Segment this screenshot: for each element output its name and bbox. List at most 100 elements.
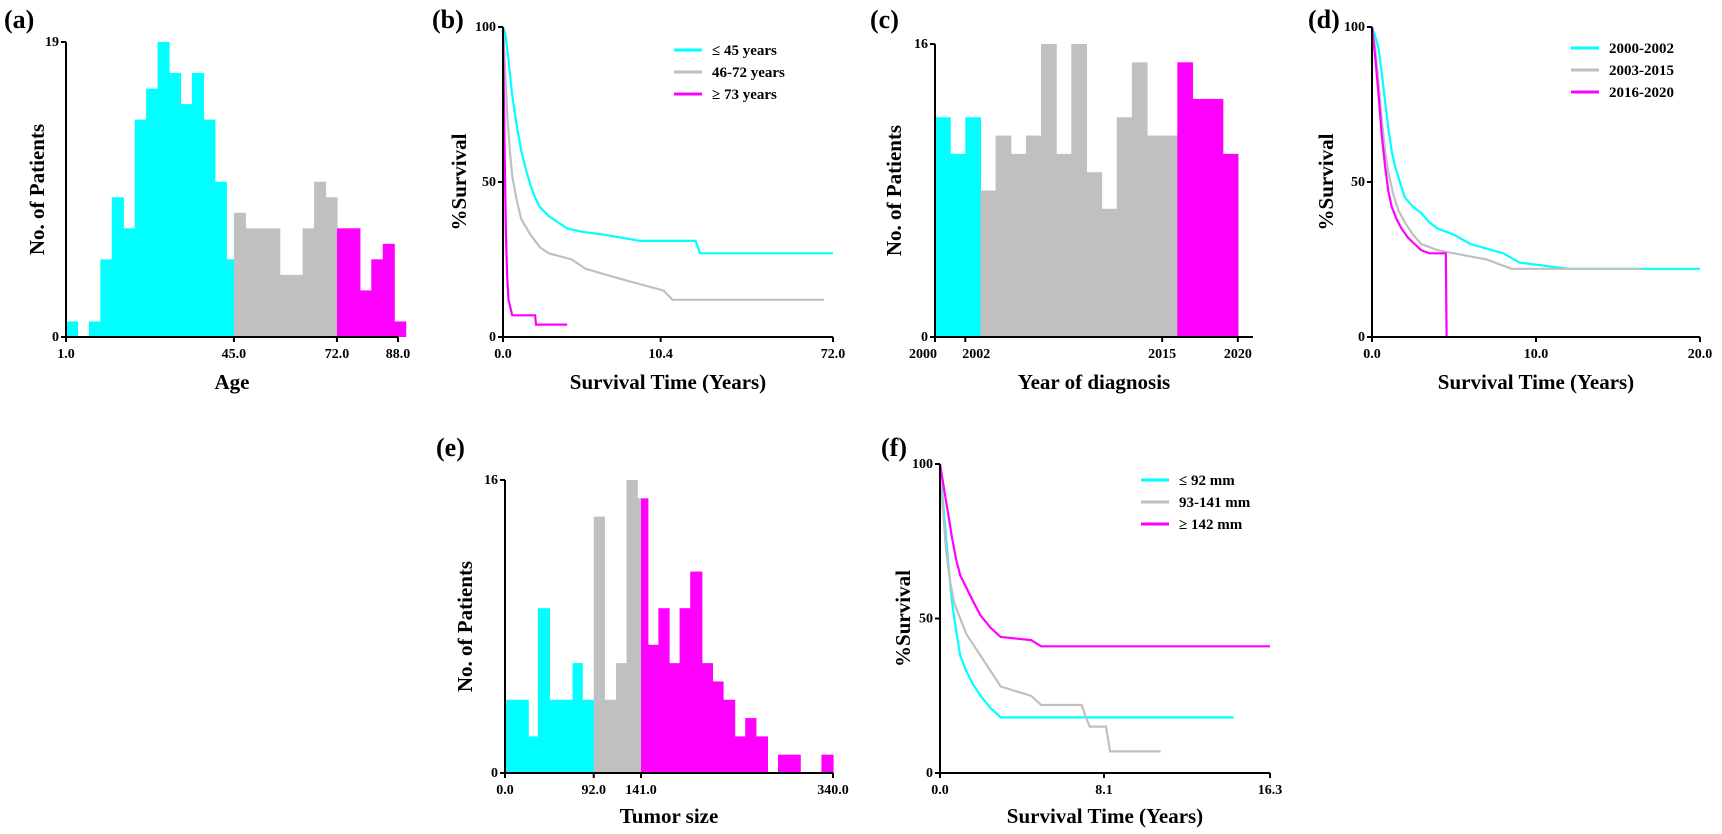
histogram-bar	[669, 663, 681, 773]
histogram-bar	[359, 290, 372, 337]
histogram-bar	[505, 699, 529, 773]
x-tick-label: 10.0	[1524, 347, 1549, 362]
x-axis-title: Year of diagnosis	[1018, 370, 1170, 394]
histogram-bar	[658, 608, 670, 773]
histogram-bar	[1147, 135, 1178, 337]
x-tick-label: 72.0	[325, 347, 350, 362]
histogram-bar	[66, 321, 79, 337]
x-tick-label: 8.1	[1095, 783, 1113, 798]
histogram-bar	[572, 663, 583, 773]
histogram-bar	[1041, 44, 1057, 337]
panel-label: (c)	[870, 5, 899, 34]
histogram-bar	[169, 73, 182, 337]
panel-a: (a) 0 19 1.0 45.0 72.0 88.0 Age No. of Patients	[4, 5, 410, 394]
y-tick-label: 0	[926, 766, 933, 781]
y-tick-label: 50	[1351, 175, 1365, 190]
legend-label: 2003-2015	[1609, 63, 1674, 79]
panel-label: (a)	[4, 5, 34, 34]
histogram-bar	[214, 181, 227, 337]
y-tick-label: 0	[921, 330, 928, 345]
histogram-bar	[679, 608, 691, 773]
panel-b: (b) ≤ 45 years 46-72 years ≥ 73 years 0 50 100…	[432, 5, 845, 394]
panel-label: (b)	[432, 5, 464, 34]
x-tick-label: 0.0	[931, 783, 949, 798]
y-tick-label: 0	[491, 766, 498, 781]
y-tick-label: 100	[475, 20, 496, 35]
histogram-bar	[537, 608, 550, 773]
legend-label: 2000-2002	[1609, 41, 1674, 57]
histogram-bar	[935, 117, 951, 337]
y-tick-label: 0	[52, 330, 59, 345]
x-tick-label: 0.0	[496, 783, 514, 798]
x-tick-label: 45.0	[222, 347, 247, 362]
y-tick-label: 100	[912, 457, 933, 472]
x-tick-label: 16.3	[1258, 783, 1283, 798]
y-tick-label: 0	[489, 330, 496, 345]
x-tick-label: 141.0	[625, 783, 657, 798]
panel-label: (e)	[436, 433, 465, 462]
histogram-bar	[965, 117, 982, 337]
histogram-bar	[1116, 117, 1133, 337]
histogram-bar	[1086, 172, 1103, 337]
histogram-bar	[995, 135, 1012, 337]
histogram-bar	[1056, 153, 1072, 337]
histogram-bar	[647, 644, 659, 773]
histogram-bar	[233, 212, 246, 337]
histogram-bar	[950, 153, 966, 337]
panel-f: (f) ≤ 92 mm 93-141 mm ≥ 142 mm 0 50 100 0.0 8.1 1…	[881, 433, 1282, 828]
x-tick-label: 2020	[1224, 347, 1252, 362]
histogram-bar	[528, 736, 539, 773]
y-tick-label: 50	[482, 175, 496, 190]
panel-d: (d) 2000-2002 2003-2015 2016-2020 0 50 100 0.0 1…	[1308, 5, 1712, 394]
histogram-bar	[723, 699, 736, 773]
histogram-bar	[701, 663, 714, 773]
y-tick-label: 19	[45, 35, 59, 50]
survival-curve-3	[1370, 26, 1448, 338]
panel-label: (d)	[1308, 5, 1340, 34]
x-tick-label: 10.4	[648, 347, 673, 362]
histogram-bar	[123, 228, 136, 337]
survival-curve-3	[938, 463, 1270, 648]
histogram-bar	[745, 718, 757, 773]
y-axis-title: %Survival	[447, 133, 471, 230]
histogram-bar	[1177, 62, 1194, 337]
histogram-bar	[980, 190, 997, 337]
y-tick-label: 16	[484, 473, 498, 488]
histogram-bar	[641, 498, 649, 773]
histogram-bar	[382, 243, 395, 337]
histogram-bar	[593, 516, 605, 773]
legend-label: 2016-2020	[1609, 85, 1674, 101]
histogram-bar	[1025, 135, 1042, 337]
histogram-bar	[134, 119, 147, 337]
y-tick-label: 16	[914, 37, 928, 52]
x-tick-label: 0.0	[494, 347, 512, 362]
survival-curve-2	[1370, 26, 1643, 270]
legend-label: ≥ 142 mm	[1179, 517, 1243, 533]
histogram-bar	[1222, 153, 1239, 337]
y-axis-title: No. of Patients	[453, 561, 477, 692]
y-tick-label: 100	[1344, 20, 1365, 35]
legend-label: 46-72 years	[712, 65, 785, 81]
histogram-bar	[821, 754, 834, 773]
x-tick-label: 2002	[962, 347, 990, 362]
histogram-bar	[1131, 62, 1148, 337]
histogram-bar	[203, 119, 216, 337]
histogram-bar	[302, 228, 315, 337]
survival-curve-2	[501, 26, 824, 301]
legend-label: 93-141 mm	[1179, 495, 1251, 511]
survival-curve-2	[938, 463, 1161, 753]
histogram-bar	[371, 259, 384, 337]
histogram-bar	[146, 88, 159, 337]
histogram-bar	[157, 42, 170, 337]
x-tick-label: 340.0	[817, 783, 849, 798]
x-axis-title: Survival Time (Years)	[1007, 804, 1203, 828]
panel-label: (f)	[881, 433, 907, 462]
x-tick-label: 92.0	[582, 783, 607, 798]
histogram-bar	[755, 736, 768, 773]
histogram-bar	[712, 681, 724, 773]
y-tick-label: 0	[1358, 330, 1365, 345]
legend-label: ≤ 45 years	[712, 43, 777, 59]
survival-curve-1	[1370, 26, 1700, 270]
histogram-bar	[180, 104, 193, 338]
histogram-bar	[100, 259, 113, 337]
